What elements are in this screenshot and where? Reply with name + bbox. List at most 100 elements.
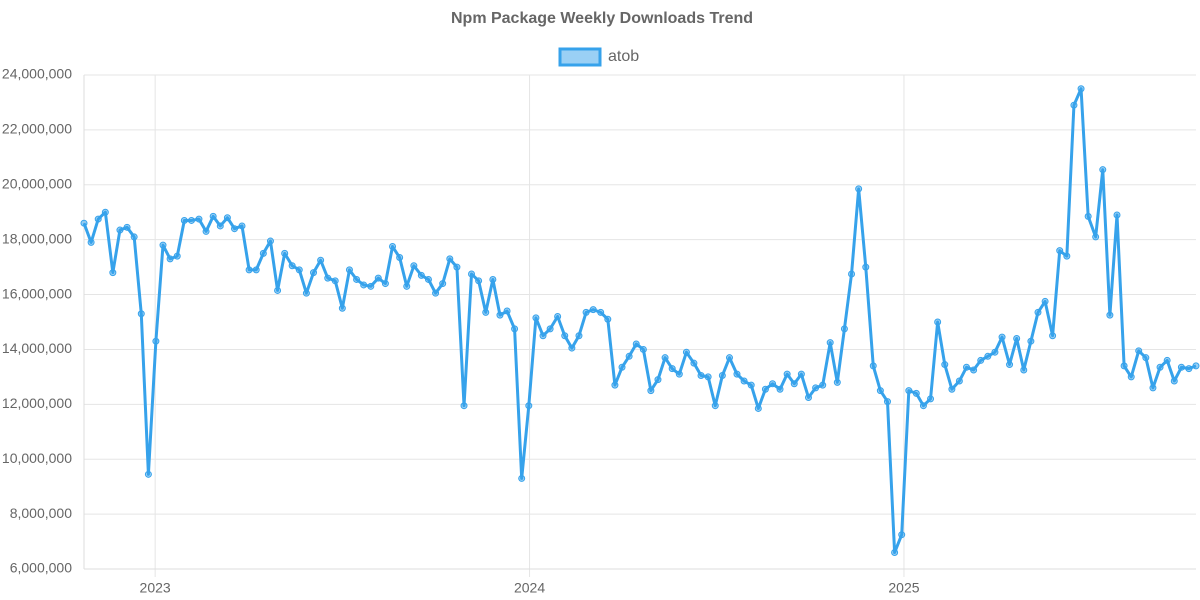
data-point <box>324 274 332 282</box>
y-tick-label: 18,000,000 <box>2 230 72 246</box>
data-point <box>869 362 877 370</box>
data-point <box>532 314 540 322</box>
data-point <box>130 233 138 241</box>
data-point <box>475 277 483 285</box>
data-point <box>1077 85 1085 93</box>
data-point <box>941 361 949 369</box>
x-tick-label: 2024 <box>514 580 545 596</box>
data-point <box>647 387 655 395</box>
legend-label: atob <box>608 48 639 65</box>
data-point <box>216 222 224 230</box>
data-point <box>1020 366 1028 374</box>
data-point <box>984 352 992 360</box>
data-point <box>539 332 547 340</box>
data-point <box>302 289 310 297</box>
y-tick-label: 22,000,000 <box>2 121 72 137</box>
data-point <box>173 252 181 260</box>
data-point <box>266 237 274 245</box>
data-point <box>597 308 605 316</box>
data-point <box>783 370 791 378</box>
data-point <box>1056 247 1064 255</box>
data-point <box>1041 297 1049 305</box>
data-point <box>1135 347 1143 355</box>
data-point <box>503 307 511 315</box>
data-point <box>195 215 203 223</box>
data-point <box>295 266 303 274</box>
data-point <box>389 243 397 251</box>
data-point <box>970 366 978 374</box>
y-tick-label: 20,000,000 <box>2 175 72 191</box>
data-point <box>180 216 188 224</box>
data-point <box>453 263 461 271</box>
data-point <box>733 370 741 378</box>
data-point <box>1142 354 1150 362</box>
data-point <box>94 215 102 223</box>
data-point <box>360 281 368 289</box>
data-point <box>776 385 784 393</box>
data-point <box>80 219 88 227</box>
data-point <box>396 254 404 262</box>
data-point <box>432 289 440 297</box>
data-point <box>898 531 906 539</box>
data-point <box>848 270 856 278</box>
data-point <box>754 404 762 412</box>
data-point <box>790 380 798 388</box>
data-point <box>1149 384 1157 392</box>
data-point <box>668 365 676 373</box>
data-point <box>374 274 382 282</box>
data-point <box>144 470 152 478</box>
data-point <box>87 238 95 246</box>
data-point <box>690 359 698 367</box>
data-point <box>231 225 239 233</box>
data-point <box>575 332 583 340</box>
data-point <box>166 255 174 263</box>
data-point <box>187 216 195 224</box>
data-point <box>998 333 1006 341</box>
data-point <box>137 310 145 318</box>
data-point <box>546 325 554 333</box>
data-point <box>468 270 476 278</box>
data-point <box>1070 101 1078 109</box>
data-point <box>840 325 848 333</box>
data-point <box>259 249 267 257</box>
data-point <box>1063 252 1071 260</box>
data-point <box>862 263 870 271</box>
data-point <box>159 241 167 249</box>
data-point <box>403 282 411 290</box>
data-point <box>1177 363 1185 371</box>
data-point <box>833 378 841 386</box>
data-point <box>1034 308 1042 316</box>
series-line <box>82 87 1197 555</box>
data-point <box>116 226 124 234</box>
y-tick-label: 14,000,000 <box>2 340 72 356</box>
data-point <box>919 402 927 410</box>
data-point <box>101 208 109 216</box>
data-point <box>439 280 447 288</box>
data-point <box>977 356 985 364</box>
y-tick-label: 24,000,000 <box>2 66 72 82</box>
data-point <box>991 348 999 356</box>
data-point <box>202 227 210 235</box>
data-point <box>697 372 705 380</box>
data-point <box>826 339 834 347</box>
data-point <box>632 340 640 348</box>
data-point <box>310 269 318 277</box>
data-point <box>1156 363 1164 371</box>
data-point <box>1120 362 1128 370</box>
data-point <box>525 402 533 410</box>
data-point <box>554 313 562 321</box>
data-point <box>482 308 490 316</box>
data-point <box>1013 334 1021 342</box>
data-point <box>962 363 970 371</box>
data-point <box>654 376 662 384</box>
chart-title: Npm Package Weekly Downloads Trend <box>451 10 753 27</box>
data-point <box>496 311 504 319</box>
data-point <box>518 474 526 482</box>
data-point <box>955 377 963 385</box>
data-point <box>611 381 619 389</box>
data-point <box>876 387 884 395</box>
y-tick-label: 6,000,000 <box>10 560 72 576</box>
data-point <box>288 262 296 270</box>
data-point <box>1049 332 1057 340</box>
